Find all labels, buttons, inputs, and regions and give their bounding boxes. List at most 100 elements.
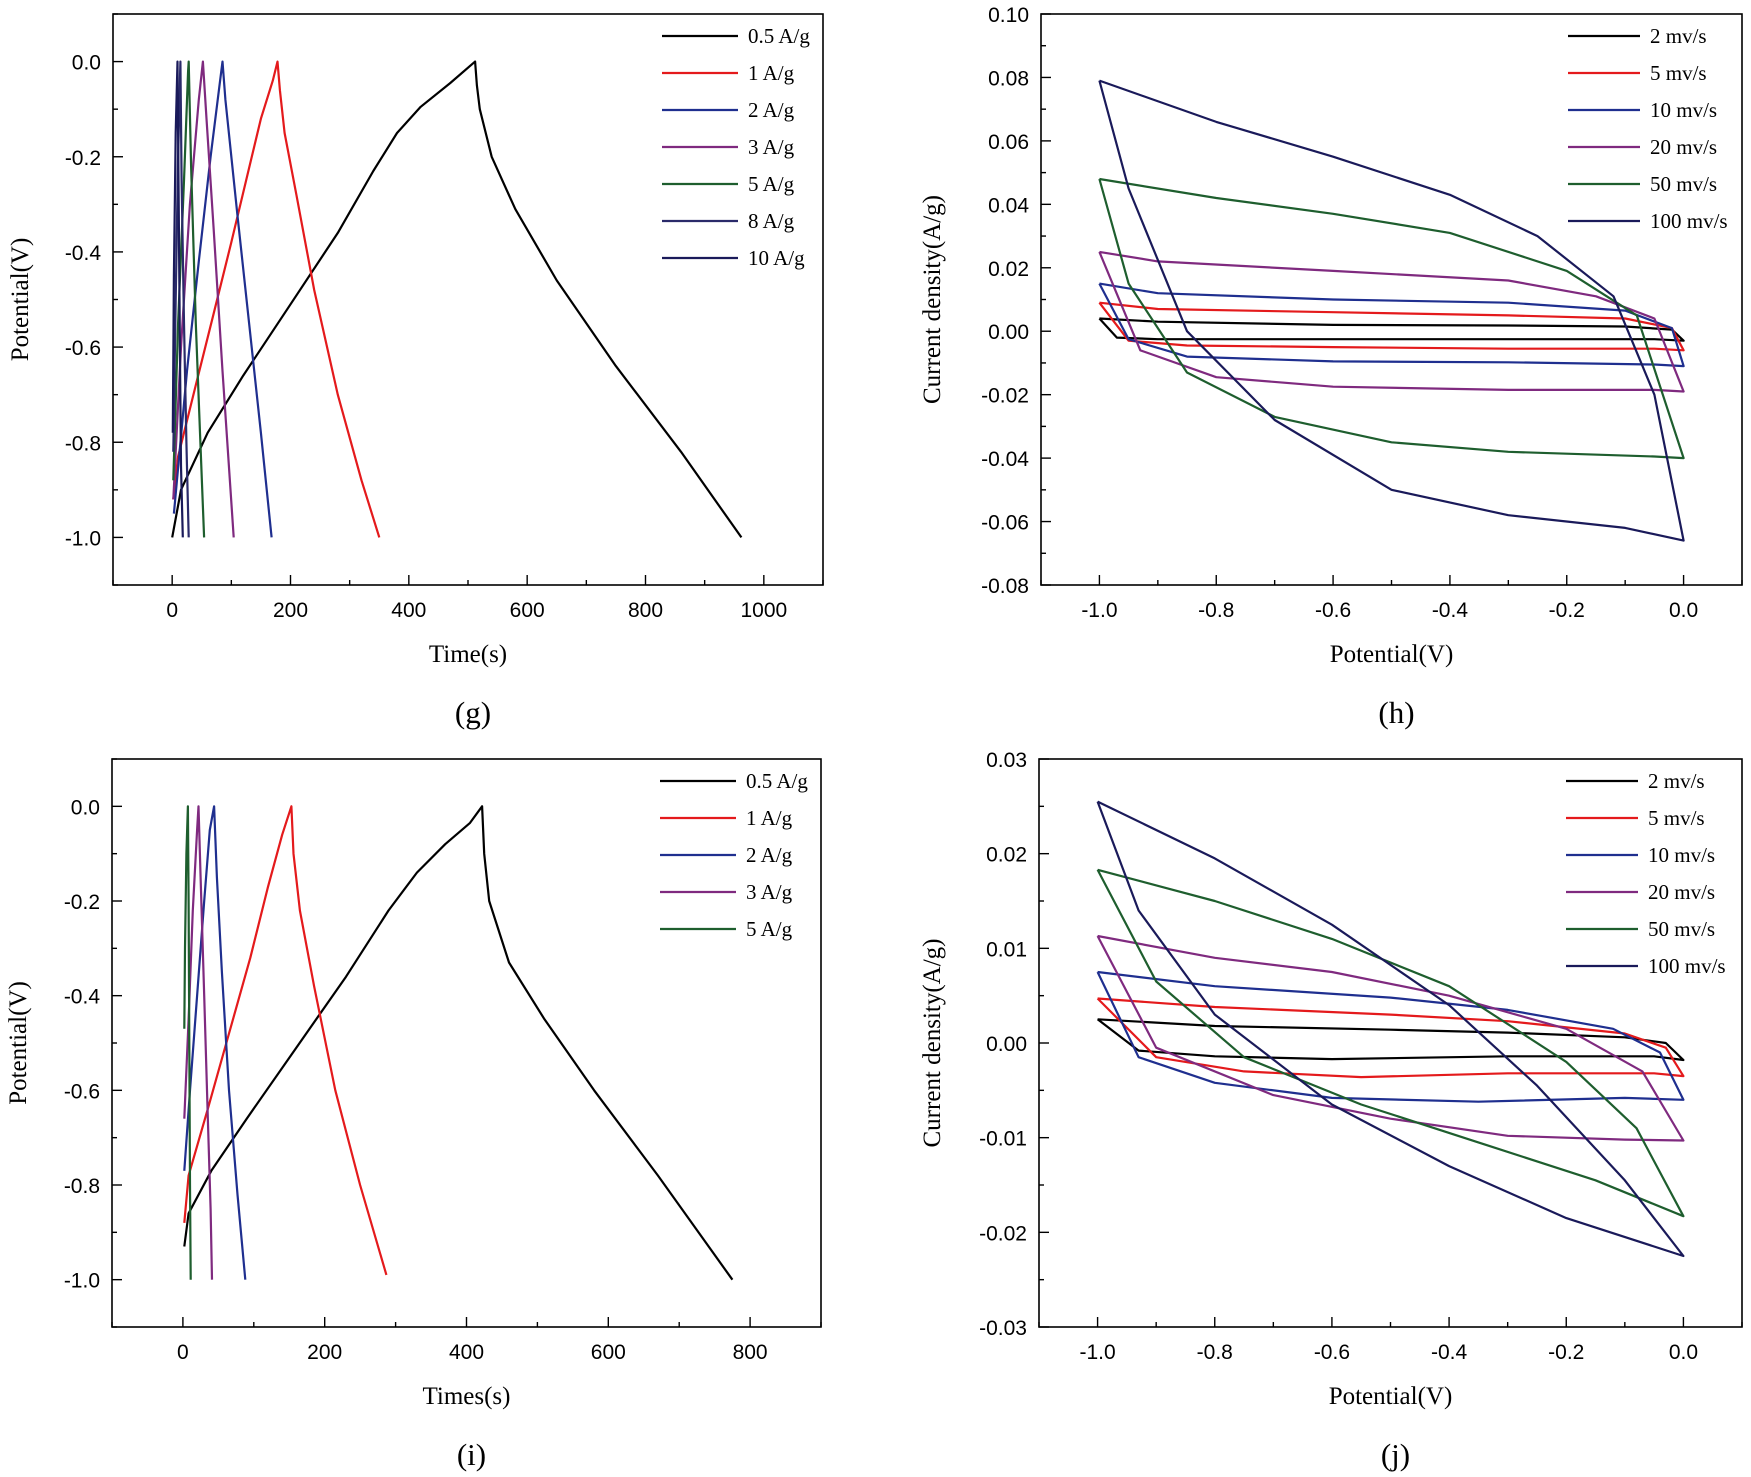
legend-label: 100 mv/s	[1650, 209, 1728, 233]
legend-label: 50 mv/s	[1648, 917, 1715, 941]
y-axis-title: Current density(A/g)	[919, 939, 946, 1148]
series-line-g-3	[172, 60, 235, 538]
y-tick-label: -0.4	[65, 242, 102, 265]
x-tick-label: -0.4	[1431, 1341, 1468, 1364]
legend-label: 0.5 A/g	[748, 24, 810, 48]
legend-label: 2 A/g	[746, 843, 793, 867]
y-tick-label: 0.08	[988, 67, 1029, 90]
y-axis-title: Potential(V)	[5, 981, 32, 1105]
chart-panel-h: -1.0 -0.8 -0.6 -0.4 -0.2 0.0 0.10 0.08 0.06 0.04 0…	[919, 4, 1743, 730]
panel-label: (j)	[1381, 1437, 1410, 1472]
x-tick-label: 1000	[740, 599, 787, 622]
series-line-j-0	[1096, 1018, 1685, 1062]
chart-panel-j: -1.0 -0.8 -0.6 -0.4 -0.2 0.0 0.03 0.02 0.01 0.00 -…	[919, 749, 1743, 1472]
x-tick-label: 800	[733, 1341, 768, 1364]
legend-label: 5 A/g	[746, 917, 793, 941]
series-line-i-4	[183, 805, 192, 1280]
y-tick-label: 0.02	[988, 258, 1029, 281]
y-tick-label: 0.04	[988, 194, 1029, 217]
y-tick-label: -1.0	[65, 527, 101, 550]
x-tick-label: 0	[166, 599, 178, 622]
panel-label: (g)	[455, 695, 491, 730]
x-axis-title: Potential(V)	[1329, 1383, 1453, 1410]
series-line-g-0	[171, 60, 743, 539]
x-axis-title: Potential(V)	[1330, 641, 1454, 668]
legend-label: 3 A/g	[748, 135, 795, 159]
series-line-i-2	[183, 805, 247, 1280]
x-axis-title: Times(s)	[423, 1383, 511, 1410]
panel-label: (i)	[457, 1437, 486, 1472]
legend-label: 3 A/g	[746, 880, 793, 904]
y-tick-label: -0.2	[64, 891, 100, 914]
legend-label: 2 mv/s	[1648, 769, 1705, 793]
y-tick-label: 0.00	[988, 321, 1029, 344]
y-tick-label: -0.02	[979, 1222, 1027, 1245]
y-tick-label: -0.01	[979, 1128, 1027, 1151]
series-line-i-1	[183, 805, 388, 1276]
y-tick-label: 0.01	[986, 938, 1027, 961]
x-tick-label: 600	[591, 1341, 626, 1364]
x-tick-label: 200	[307, 1341, 342, 1364]
legend-label: 1 A/g	[748, 61, 795, 85]
x-tick-label: -0.2	[1548, 1341, 1584, 1364]
x-tick-label: 600	[510, 599, 545, 622]
y-tick-label: 0.0	[72, 52, 101, 75]
legend-label: 20 mv/s	[1650, 135, 1717, 159]
x-tick-label: 400	[391, 599, 426, 622]
series-line-i-3	[183, 805, 214, 1280]
plot-frame	[111, 758, 822, 1328]
y-tick-label: -0.4	[64, 986, 101, 1009]
series-line-g-6	[171, 60, 184, 538]
series-line-h-5	[1098, 79, 1685, 542]
series-line-g-5	[172, 60, 190, 538]
panel-label: (h)	[1378, 695, 1414, 730]
legend-label: 8 A/g	[748, 209, 795, 233]
legend-label: 2 mv/s	[1650, 24, 1707, 48]
series-line-j-4	[1096, 868, 1685, 1218]
y-tick-label: -0.04	[981, 448, 1029, 471]
chart-panel-i: 0 200 400 600 800 0.0 -0.2 -0.4 -0.6 -0.8 -1.0 Time…	[5, 758, 822, 1472]
y-tick-label: -0.8	[64, 1175, 100, 1198]
x-tick-label: -0.8	[1198, 599, 1234, 622]
x-tick-label: 0.0	[1669, 1341, 1698, 1364]
legend-label: 20 mv/s	[1648, 880, 1715, 904]
x-tick-label: -0.6	[1315, 599, 1351, 622]
x-tick-label: -1.0	[1081, 599, 1117, 622]
x-tick-label: -1.0	[1079, 1341, 1115, 1364]
x-axis-title: Time(s)	[429, 641, 507, 668]
series-line-g-1	[172, 60, 381, 538]
series-line-h-3	[1098, 250, 1685, 393]
y-tick-label: 0.03	[986, 749, 1027, 772]
legend-label: 10 A/g	[748, 246, 805, 270]
series-line-h-4	[1098, 177, 1685, 460]
y-tick-label: 0.06	[988, 131, 1029, 154]
series-line-j-3	[1096, 934, 1685, 1142]
x-tick-label: 800	[628, 599, 663, 622]
legend-label: 50 mv/s	[1650, 172, 1717, 196]
legend-label: 10 mv/s	[1650, 98, 1717, 122]
y-tick-label: 0.0	[71, 796, 100, 819]
series-line-h-0	[1098, 317, 1685, 342]
legend-label: 100 mv/s	[1648, 954, 1726, 978]
y-tick-label: -0.02	[981, 385, 1029, 408]
legend-label: 0.5 A/g	[746, 769, 808, 793]
y-axis-title: Current density(A/g)	[919, 195, 946, 404]
series-line-h-1	[1098, 301, 1685, 352]
x-tick-label: 0	[177, 1341, 189, 1364]
y-tick-label: -0.2	[65, 147, 101, 170]
y-tick-label: -0.6	[64, 1080, 100, 1103]
y-tick-label: 0.10	[988, 4, 1029, 27]
legend-label: 5 mv/s	[1650, 61, 1707, 85]
legend-label: 5 A/g	[748, 172, 795, 196]
legend-label: 5 mv/s	[1648, 806, 1705, 830]
plot-frame	[112, 13, 824, 586]
x-tick-label: -0.4	[1432, 599, 1469, 622]
x-tick-label: 0.0	[1669, 599, 1698, 622]
series-line-j-1	[1096, 997, 1685, 1079]
legend-label: 10 mv/s	[1648, 843, 1715, 867]
series-line-h-2	[1098, 282, 1685, 368]
legend-label: 1 A/g	[746, 806, 793, 830]
x-tick-label: -0.2	[1549, 599, 1585, 622]
x-tick-label: -0.8	[1197, 1341, 1233, 1364]
x-tick-label: 400	[449, 1341, 484, 1364]
